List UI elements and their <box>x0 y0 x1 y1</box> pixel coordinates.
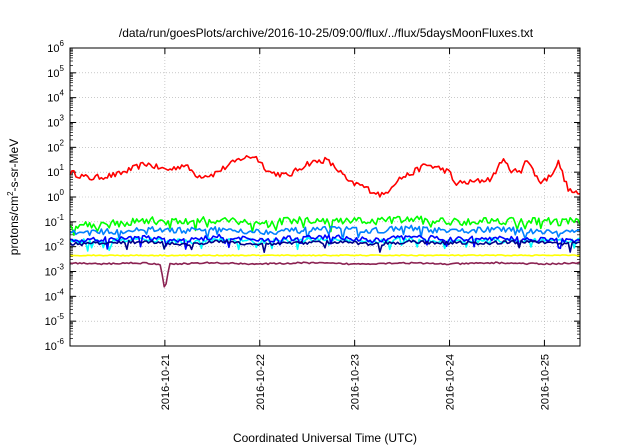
x-tick-label: 2016-10-25 <box>539 354 551 410</box>
series-group <box>69 155 581 288</box>
y-tick-label: 10-2 <box>45 238 65 254</box>
y-tick-label: 10-5 <box>45 312 65 328</box>
series-line-1 <box>69 155 581 198</box>
y-tick-label: 106 <box>47 39 64 55</box>
grid <box>70 48 580 346</box>
series-line-8 <box>69 261 581 288</box>
series-line-7 <box>69 254 581 257</box>
x-axis-label: Coordinated Universal Time (UTC) <box>233 431 417 445</box>
y-tick-label: 10-3 <box>45 263 65 279</box>
chart-title: /data/run/goesPlots/archive/2016-10-25/0… <box>119 26 534 40</box>
series-line-2 <box>69 215 581 236</box>
y-tick-label: 103 <box>47 114 64 130</box>
y-tick-label: 104 <box>47 89 64 105</box>
y-tick-label: 105 <box>47 64 64 80</box>
y-tick-label: 102 <box>47 138 64 154</box>
series-line-4 <box>69 236 581 252</box>
y-tick-label: 10-1 <box>45 213 65 229</box>
y-tick-label: 10-6 <box>45 337 65 353</box>
y-axis-label: protons/cm2-s-sr-MeV <box>6 139 21 255</box>
series-line-6 <box>69 239 581 253</box>
y-tick-label: 100 <box>47 188 64 204</box>
y-tick-label: 101 <box>47 163 64 179</box>
x-tick-label: 2016-10-21 <box>160 354 172 410</box>
y-axis: 10-6 10-5 10-4 10-3 10-2 10-1 100 101 102 103 104 1… <box>45 39 580 353</box>
series-line-3 <box>69 224 581 241</box>
x-tick-label: 2016-10-23 <box>350 354 362 410</box>
plot-frame <box>69 47 581 347</box>
y-tick-label: 10-4 <box>45 287 65 303</box>
x-tick-label: 2016-10-22 <box>255 354 267 410</box>
x-axis: 2016-10-21 2016-10-22 2016-10-23 2016-10-24… <box>160 48 551 410</box>
series-line-5 <box>69 233 581 250</box>
x-tick-label: 2016-10-24 <box>445 354 457 410</box>
